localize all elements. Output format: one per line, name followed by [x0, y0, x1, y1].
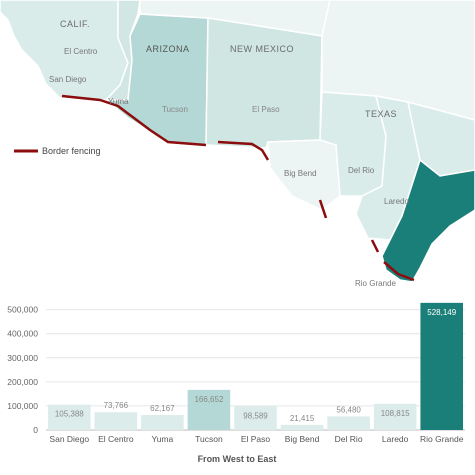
x-tick-label: Rio Grande: [420, 434, 464, 444]
sector-label-el-paso: El Paso: [252, 105, 280, 114]
state-label-new-mexico: NEW MEXICO: [230, 44, 294, 54]
x-tick-label: El Paso: [241, 434, 271, 444]
border-map: Border fencing CALIF. ARIZONA NEW MEXICO…: [0, 0, 475, 288]
x-tick-label: Laredo: [382, 434, 409, 444]
sector-label-yuma: Yuma: [108, 97, 129, 106]
region-new-mexico: [205, 17, 323, 149]
border-fence-west: [61, 94, 207, 147]
bar-value-label: 56,480: [336, 405, 361, 414]
x-tick-label: San Diego: [49, 434, 89, 444]
bar-value-label: 528,149: [427, 308, 456, 317]
sector-label-tucson: Tucson: [162, 105, 188, 114]
sector-label-del-rio: Del Rio: [348, 166, 375, 175]
bar: [234, 406, 277, 430]
bar: [373, 403, 417, 430]
y-tick-label: 100,000: [7, 401, 38, 411]
y-tick-label: 500,000: [7, 305, 38, 315]
bar: [141, 415, 184, 430]
apprehensions-bar-chart: 0 100,000 200,000 300,000 400,000 500,000 105…: [7, 302, 465, 464]
y-tick-label: 400,000: [7, 329, 38, 339]
bar-value-label: 73,766: [104, 401, 129, 410]
x-tick-label: Del Rio: [335, 434, 363, 444]
region-rio-grande: [381, 158, 475, 283]
sector-label-big-bend: Big Bend: [284, 169, 316, 178]
border-fence-nm: [217, 140, 270, 161]
sector-label-san-diego: San Diego: [49, 75, 87, 84]
x-tick-label: Big Bend: [285, 434, 320, 444]
bar-value-label: 166,652: [194, 395, 223, 404]
bar: [327, 416, 370, 430]
sector-label-el-centro: El Centro: [64, 47, 98, 56]
x-axis-label: From West to East: [198, 454, 277, 464]
sector-label-laredo: Laredo: [384, 197, 409, 206]
x-tick-label: El Centro: [98, 434, 134, 444]
bar: [420, 302, 463, 430]
y-tick-label: 300,000: [7, 353, 38, 363]
labels-layer: 105,388 San Diego 73,766 El Centro 62,167 Yum…: [49, 308, 463, 444]
bars-layer: [48, 302, 463, 430]
y-tick-label: 0: [33, 425, 38, 435]
y-tick-label: 200,000: [7, 377, 38, 387]
bar: [187, 389, 231, 430]
legend-fence-label: Border fencing: [42, 146, 101, 156]
bar-value-label: 108,815: [381, 409, 410, 418]
bar: [94, 412, 138, 430]
sector-label-rio-grande: Rio Grande: [355, 279, 396, 288]
state-label-arizona: ARIZONA: [146, 44, 190, 54]
bar-value-label: 62,167: [150, 404, 175, 413]
bar: [280, 424, 324, 430]
border-fence-east: [370, 239, 415, 282]
bar-value-label: 98,589: [243, 411, 268, 420]
x-tick-label: Yuma: [152, 434, 174, 444]
state-label-texas: TEXAS: [365, 109, 397, 119]
bar-value-label: 21,415: [290, 414, 315, 423]
border-fence-delrio: [318, 199, 328, 219]
state-label-calif: CALIF.: [60, 19, 90, 29]
bar-value-label: 105,388: [55, 410, 84, 419]
x-tick-label: Tucson: [195, 434, 223, 444]
bar: [48, 404, 91, 430]
